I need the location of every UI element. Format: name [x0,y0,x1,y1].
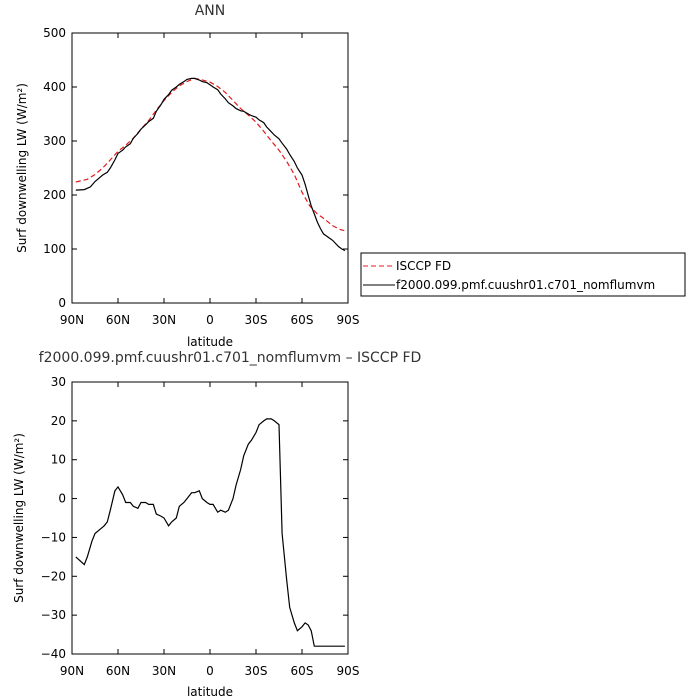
y-tick-label: 300 [43,134,66,148]
bottom-y-axis-label: Surf downwelling LW (W/m²) [12,433,26,603]
series-line-difference [75,418,345,647]
x-tick-label: 30N [152,313,176,327]
top-chart-title: ANN [195,3,226,19]
y-tick-label: 200 [43,188,66,202]
top-x-ticks: 90N 60N 30N 0 30S 60S 90S [60,33,360,327]
series-line-isccp-fd [75,77,345,232]
x-tick-label: 30S [245,313,268,327]
legend-label-model: f2000.099.pmf.cuushr01.c701_nomflumvm [396,278,655,292]
x-tick-label: 90S [337,664,360,678]
y-tick-label: −30 [41,608,66,622]
top-x-axis-label: latitude [187,335,233,349]
bottom-chart-title: f2000.099.pmf.cuushr01.c701_nomflumvm – … [39,350,422,366]
y-tick-label: 20 [51,414,66,428]
series-line-f2000 [75,77,346,252]
bottom-y-ticks: −40 −30 −20 −10 0 10 20 30 [41,375,348,661]
y-tick-label: 100 [43,242,66,256]
legend-label-isccp: ISCCP FD [396,259,451,273]
legend-box [360,252,686,297]
x-tick-label: 60N [106,313,130,327]
bottom-plot-frame [71,381,349,655]
top-y-ticks: 0 100 200 300 400 500 [43,26,348,310]
y-tick-label: 500 [43,26,66,40]
legend: ISCCP FD f2000.099.pmf.cuushr01.c701_nom… [360,252,686,297]
x-tick-label: 30S [245,664,268,678]
x-tick-label: 0 [206,664,214,678]
y-tick-label: 0 [58,296,66,310]
x-tick-label: 60S [291,313,314,327]
top-y-axis-label: Surf downwelling LW (W/m²) [15,83,29,253]
y-tick-label: 30 [51,375,66,389]
top-series [75,77,346,252]
y-tick-label: −40 [41,647,66,661]
y-tick-label: −20 [41,569,66,583]
y-tick-label: 0 [58,492,66,506]
bottom-series [75,418,345,647]
y-tick-label: 400 [43,80,66,94]
bottom-panel: f2000.099.pmf.cuushr01.c701_nomflumvm – … [12,350,421,699]
y-tick-label: −10 [41,530,66,544]
bottom-x-axis-label: latitude [187,685,233,699]
x-tick-label: 90N [60,664,84,678]
top-panel: ANN 0 100 200 300 400 500 90N 60N 30N 0 30S 60S 90S… [15,3,359,349]
top-plot-frame [71,32,349,304]
bottom-x-ticks: 90N 60N 30N 0 30S 60S 90S [60,382,360,678]
x-tick-label: 60N [106,664,130,678]
x-tick-label: 90N [60,313,84,327]
x-tick-label: 0 [206,313,214,327]
x-tick-label: 30N [152,664,176,678]
y-tick-label: 10 [51,453,66,467]
x-tick-label: 90S [337,313,360,327]
x-tick-label: 60S [291,664,314,678]
